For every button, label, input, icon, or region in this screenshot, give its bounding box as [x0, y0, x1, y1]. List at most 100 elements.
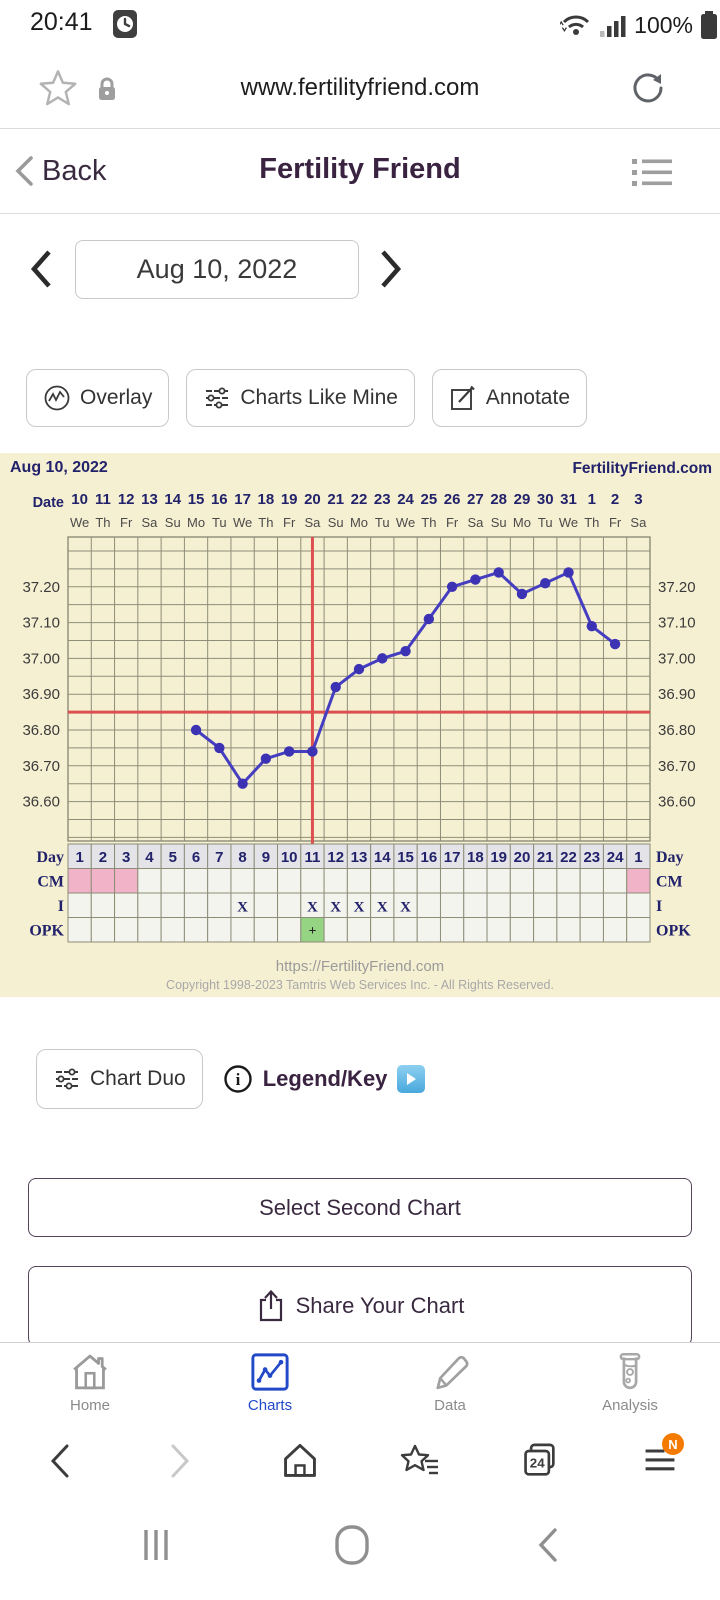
- tabs-button[interactable]: 24: [480, 1421, 600, 1501]
- nav-item-data[interactable]: Data: [360, 1343, 540, 1421]
- svg-text:36.60: 36.60: [658, 794, 696, 811]
- svg-text:X: X: [400, 900, 411, 916]
- next-date-icon[interactable]: [376, 246, 406, 292]
- svg-text:CM: CM: [656, 874, 683, 891]
- page-title: Fertility Friend: [259, 153, 461, 185]
- svg-text:Fr: Fr: [609, 515, 622, 530]
- svg-text:X: X: [377, 900, 388, 916]
- svg-text:2: 2: [611, 491, 619, 508]
- svg-text:27: 27: [467, 491, 484, 508]
- status-time: 20:41: [30, 8, 93, 36]
- svg-text:17: 17: [234, 491, 251, 508]
- signal-icon: [600, 16, 626, 37]
- play-icon[interactable]: [397, 1065, 426, 1093]
- sliders-icon: [56, 1068, 78, 1090]
- url-bar[interactable]: www.fertilityfriend.com: [0, 52, 720, 126]
- browser-menu-button[interactable]: N: [600, 1421, 720, 1501]
- legend-key-control[interactable]: i Legend/Key: [223, 1064, 426, 1094]
- svg-text:Su: Su: [328, 515, 344, 530]
- url-text[interactable]: www.fertilityfriend.com: [240, 74, 480, 101]
- bookmarks-button[interactable]: [360, 1421, 480, 1501]
- svg-text:26: 26: [444, 491, 461, 508]
- back-chevron-icon: [15, 156, 33, 186]
- status-bar: 20:41 100%: [0, 0, 720, 48]
- chart-footer-url: https://FertilityFriend.com: [275, 958, 445, 975]
- bookmark-star-icon[interactable]: [38, 68, 78, 108]
- back-label: Back: [42, 154, 107, 187]
- lock-icon: [99, 77, 115, 100]
- annotate-button[interactable]: Annotate: [431, 369, 587, 427]
- wifi-icon: [560, 15, 590, 35]
- browser-back-button[interactable]: [0, 1421, 120, 1501]
- overlay-button[interactable]: Overlay: [26, 369, 170, 427]
- svg-text:Fr: Fr: [283, 515, 296, 530]
- svg-text:Sa: Sa: [142, 515, 159, 530]
- svg-text:16: 16: [211, 491, 228, 508]
- svg-text:15: 15: [188, 491, 205, 508]
- annotate-icon: [450, 385, 475, 410]
- svg-text:17: 17: [444, 849, 461, 866]
- svg-text:+: +: [308, 924, 316, 939]
- refresh-icon[interactable]: [628, 68, 668, 108]
- svg-text:12: 12: [118, 491, 135, 508]
- svg-text:1: 1: [75, 849, 83, 866]
- svg-text:22: 22: [560, 849, 577, 866]
- svg-text:Sa: Sa: [304, 515, 321, 530]
- svg-text:Th: Th: [95, 515, 110, 530]
- secondary-actions-row: Chart Duo i Legend/Key: [36, 1049, 426, 1109]
- svg-text:6: 6: [192, 849, 200, 866]
- svg-text:CM: CM: [37, 874, 64, 891]
- browser-home-button[interactable]: [240, 1421, 360, 1501]
- home-icon: [73, 1354, 107, 1389]
- svg-text:i: i: [235, 1070, 240, 1089]
- svg-text:Fr: Fr: [120, 515, 133, 530]
- battery-icon: [701, 11, 717, 39]
- chart-duo-button[interactable]: Chart Duo: [36, 1049, 203, 1109]
- svg-text:OPK: OPK: [29, 923, 64, 940]
- svg-text:14: 14: [374, 849, 391, 866]
- android-home-icon[interactable]: [330, 1523, 374, 1567]
- svg-text:37.10: 37.10: [22, 615, 60, 632]
- browser-forward-button[interactable]: [120, 1421, 240, 1501]
- android-back-icon[interactable]: [528, 1523, 572, 1567]
- svg-text:24: 24: [397, 491, 414, 508]
- nav-item-analysis[interactable]: Analysis: [540, 1343, 720, 1421]
- svg-text:36.80: 36.80: [22, 722, 60, 739]
- date-field[interactable]: Aug 10, 2022: [75, 240, 359, 299]
- select-second-chart-button[interactable]: Select Second Chart: [28, 1178, 692, 1237]
- nav-label-home: Home: [69, 1396, 110, 1414]
- nav-item-home[interactable]: Home: [0, 1343, 180, 1421]
- svg-text:8: 8: [238, 849, 246, 866]
- bbt-chart-canvas[interactable]: Date 10 11 12 13 14 15 16 17 18 19 20 21 22 23 24 25 26 27…: [0, 453, 720, 997]
- back-button[interactable]: Back: [12, 151, 106, 191]
- share-your-chart-button[interactable]: Share Your Chart: [28, 1266, 692, 1346]
- recents-icon[interactable]: [134, 1523, 178, 1567]
- svg-text:10: 10: [281, 849, 298, 866]
- pencil-icon: [436, 1355, 469, 1389]
- nav-item-charts[interactable]: Charts: [180, 1343, 360, 1421]
- prev-date-icon[interactable]: [26, 246, 56, 292]
- overlay-icon: [44, 385, 70, 411]
- android-gesture-nav: [0, 1505, 720, 1600]
- svg-text:Fr: Fr: [446, 515, 459, 530]
- legend-key-label: Legend/Key: [262, 1066, 388, 1091]
- svg-text:Th: Th: [421, 515, 436, 530]
- browser-toolbar: 24 N: [0, 1421, 720, 1501]
- chart-actions-row: Overlay Charts Like Mine Annotate: [26, 369, 587, 427]
- svg-text:21: 21: [327, 491, 344, 508]
- svg-text:9: 9: [262, 849, 270, 866]
- svg-text:I: I: [656, 898, 662, 915]
- svg-text:OPK: OPK: [656, 923, 691, 940]
- charts-like-mine-button[interactable]: Charts Like Mine: [186, 369, 415, 427]
- svg-text:Mo: Mo: [350, 515, 368, 530]
- list-menu-icon[interactable]: [628, 155, 674, 189]
- svg-text:Tu: Tu: [375, 515, 390, 530]
- svg-text:13: 13: [351, 849, 368, 866]
- tabs-icon: 24: [524, 1443, 555, 1476]
- svg-text:1: 1: [634, 849, 642, 866]
- overlay-label: Overlay: [80, 386, 153, 409]
- svg-text:23: 23: [583, 849, 600, 866]
- alarm-icon: [113, 10, 137, 38]
- svg-text:Mo: Mo: [187, 515, 205, 530]
- svg-text:2: 2: [99, 849, 107, 866]
